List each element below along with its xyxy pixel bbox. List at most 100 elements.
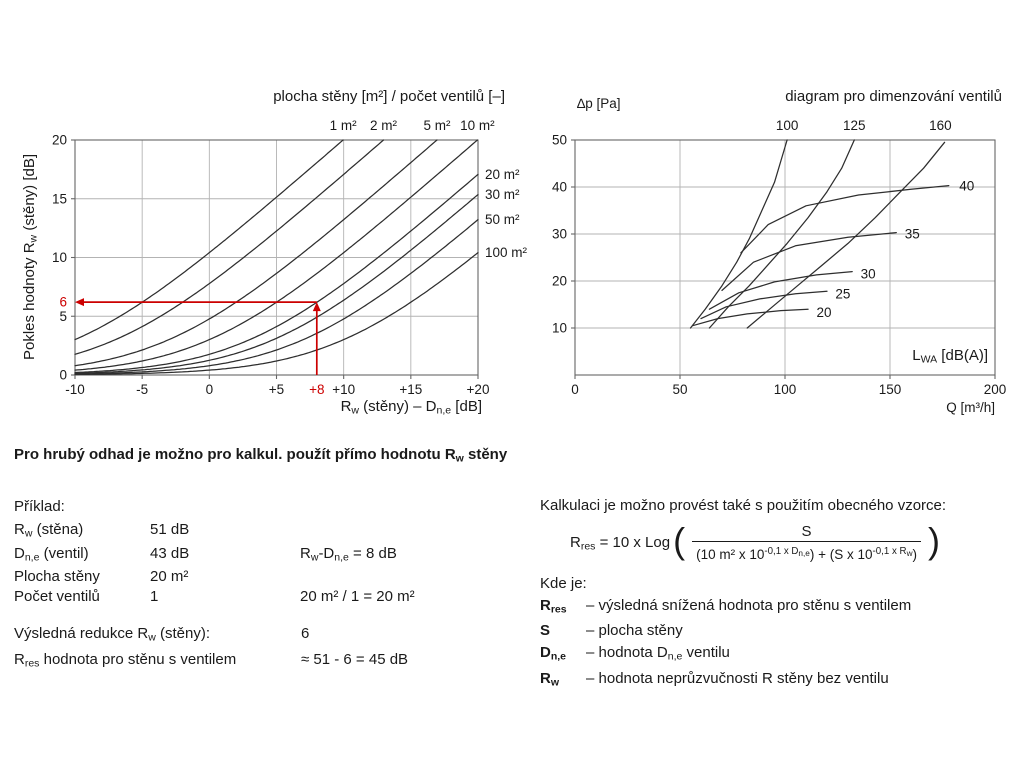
example-value: 43 dB bbox=[150, 544, 190, 562]
result-value: ≈ 51 - 6 = 45 dB bbox=[301, 651, 409, 669]
example-note: 20 m² / 1 = 20 m² bbox=[300, 588, 415, 606]
y-tick-label: 10 bbox=[552, 321, 567, 336]
series-label-right: 100 m² bbox=[485, 245, 528, 260]
valve-size-label: 125 bbox=[843, 118, 866, 133]
example-value: 51 dB bbox=[150, 521, 190, 538]
example-label: Plocha stěny bbox=[14, 568, 100, 586]
x-tick-label: +20 bbox=[467, 382, 490, 397]
series-label-right: 50 m² bbox=[485, 212, 520, 227]
example-label: Dn,e (ventil) bbox=[14, 544, 89, 564]
noise-curve-25 bbox=[700, 290, 828, 320]
right-chart-title: diagram pro dimenzování ventilů bbox=[785, 88, 1002, 105]
left-chart-title: plocha stěny [m²] / počet ventilů [–] bbox=[273, 88, 505, 105]
noise-level-label: 30 bbox=[861, 266, 876, 281]
formula-paren-open: ( bbox=[673, 519, 686, 561]
example-label: Rw (stěna) bbox=[14, 521, 84, 540]
annotation-y-value: 6 bbox=[59, 295, 67, 310]
noise-curve-30 bbox=[708, 270, 853, 310]
curve-100m2 bbox=[74, 251, 479, 376]
series-label-top: 10 m² bbox=[460, 118, 495, 133]
y-tick-label: 50 bbox=[552, 133, 567, 148]
formula: Rres = 10 x Log ( S (10 m² x 10-0,1 x Dn… bbox=[570, 519, 1012, 563]
example-results: Výsledná redukce Rw (stěny): 6 Rres hodn… bbox=[14, 623, 484, 675]
wall-area-reduction-chart: -10 -5 0 +5 +10 +15 +20 0 5 10 15 20 1 m² 2 m² 5 m² 10 … bbox=[52, 118, 528, 397]
series-label-top: 2 m² bbox=[370, 118, 398, 133]
x-tick-label: -5 bbox=[136, 382, 148, 397]
example-label: Počet ventilů bbox=[14, 588, 100, 606]
y-tick-label: 5 bbox=[59, 309, 67, 324]
y-tick-label: 0 bbox=[59, 368, 67, 383]
x-tick-label: 150 bbox=[879, 382, 902, 397]
x-tick-label: -10 bbox=[65, 382, 85, 397]
x-tick-label: 100 bbox=[774, 382, 797, 397]
noise-level-label: 20 bbox=[817, 305, 832, 320]
x-axis-unit-label: Q [m³/h] bbox=[946, 400, 995, 415]
annotation-arrowhead-left bbox=[75, 298, 84, 307]
noise-level-label: 35 bbox=[905, 227, 920, 242]
curve-2m2 bbox=[74, 139, 385, 355]
result-label: Výsledná redukce Rw (stěny): bbox=[14, 625, 211, 644]
example-note bbox=[300, 567, 484, 587]
curve-30m2 bbox=[74, 193, 479, 374]
x-tick-label: +15 bbox=[399, 382, 422, 397]
y-tick-label: 10 bbox=[52, 250, 67, 265]
example-table: Rw (stěna) 51 dB Dn,e (ventil) 43 dB Rw-… bbox=[14, 520, 484, 607]
left-chart-x-axis-label: Rw (stěny) – Dn,e [dB] bbox=[340, 398, 482, 417]
y-tick-label: 20 bbox=[52, 133, 67, 148]
x-tick-label: 200 bbox=[984, 382, 1007, 397]
example-value: 1 bbox=[150, 588, 159, 606]
formula-numerator: S bbox=[801, 523, 812, 540]
series-label-right: 20 m² bbox=[485, 167, 520, 182]
formula-fraction: S (10 m² x 10-0,1 x Dn,e) + (S x 10-0,1 … bbox=[692, 523, 922, 563]
x-tick-label: 0 bbox=[206, 382, 214, 397]
curve-50m2 bbox=[74, 218, 479, 375]
noise-curve-20 bbox=[691, 308, 809, 327]
curve-5m2 bbox=[74, 139, 438, 367]
definition-term: Dn,e bbox=[540, 644, 567, 664]
x-tick-label: +5 bbox=[269, 382, 284, 397]
y-axis-unit-label: ∆p [Pa] bbox=[577, 96, 621, 111]
valve-size-curve-160 bbox=[746, 141, 946, 329]
series-label-top: 1 m² bbox=[330, 118, 358, 133]
annotation-arrowhead-up bbox=[312, 302, 321, 312]
noise-level-label: 25 bbox=[835, 287, 850, 302]
definition-desc: – plocha stěny bbox=[586, 622, 683, 640]
y-tick-label: 30 bbox=[552, 227, 567, 242]
curve-1m2 bbox=[74, 139, 344, 341]
y-tick-label: 40 bbox=[552, 180, 567, 195]
definition-term: S bbox=[540, 622, 551, 640]
definitions-list: Rres – výsledná snížená hodnota pro stěn… bbox=[540, 595, 1012, 694]
result-value: 6 bbox=[301, 625, 310, 643]
y-tick-label: 20 bbox=[552, 274, 567, 289]
definition-desc: – výsledná snížená hodnota pro stěnu s v… bbox=[586, 596, 912, 614]
result-label: Rres hodnota pro stěnu s ventilem bbox=[14, 651, 237, 670]
formula-denominator: (10 m² x 10-0,1 x Dn,e) + (S x 10-0,1 x … bbox=[692, 541, 922, 563]
valve-size-label: 100 bbox=[776, 118, 799, 133]
series-label-right: 30 m² bbox=[485, 187, 520, 202]
x-tick-label: 0 bbox=[571, 382, 579, 397]
definition-term: Rres bbox=[540, 596, 567, 616]
formula-block: Kalkulaci je možno provést také s použit… bbox=[540, 497, 1012, 694]
where-heading: Kde je: bbox=[540, 574, 587, 592]
series-label-top: 5 m² bbox=[423, 118, 451, 133]
example-block: Příklad: Rw (stěna) 51 dB Dn,e (ventil) … bbox=[14, 497, 484, 676]
definition-desc: – hodnota Dn,e ventilu bbox=[586, 644, 730, 664]
valve-size-label: 160 bbox=[929, 118, 952, 133]
y-tick-label: 15 bbox=[52, 191, 67, 206]
example-note: Rw-Dn,e = 8 dB bbox=[300, 544, 397, 564]
definition-term: Rw bbox=[540, 670, 560, 689]
curve-20m2 bbox=[74, 173, 479, 374]
formula-paren-close: ) bbox=[928, 519, 941, 561]
formula-lhs: Rres = 10 x Log bbox=[570, 533, 671, 553]
noise-unit-label: LWA [dB(A)] bbox=[912, 347, 988, 366]
x-tick-label: 50 bbox=[672, 382, 687, 397]
formula-intro: Kalkulaci je možno provést také s použit… bbox=[540, 497, 947, 514]
definition-desc: – hodnota neprůzvučnosti R stěny bez ven… bbox=[586, 670, 889, 688]
example-heading: Příklad: bbox=[14, 498, 65, 515]
example-note bbox=[300, 520, 484, 544]
noise-curve-40 bbox=[740, 184, 950, 254]
valve-size-curve-125 bbox=[708, 139, 855, 329]
x-tick-label: +10 bbox=[332, 382, 355, 397]
